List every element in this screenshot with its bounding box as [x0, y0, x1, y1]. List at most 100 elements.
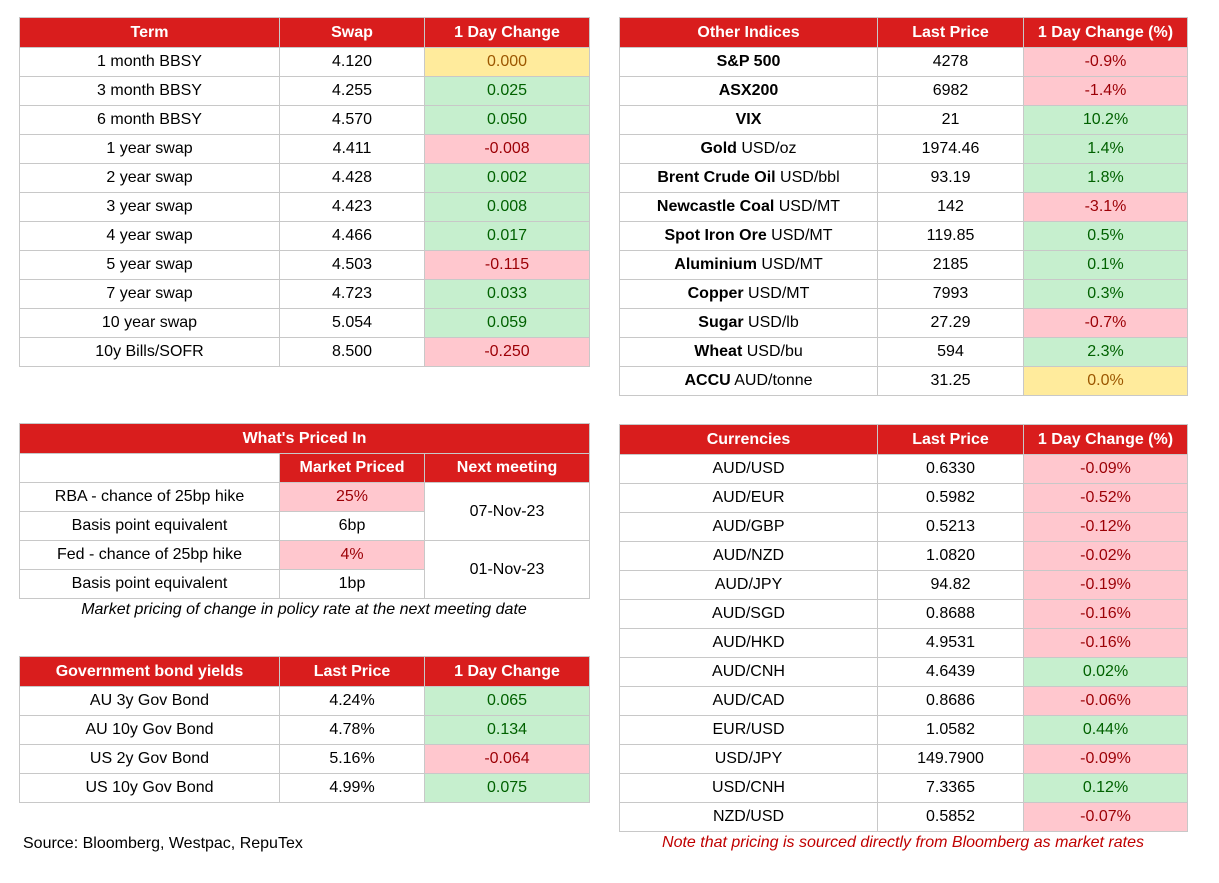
fed-hike-value: 4% [279, 540, 425, 570]
table-row: NZD/USD 0.5852 -0.07% [619, 802, 1188, 832]
header-swap: Swap [279, 17, 425, 48]
table-row: 6 month BBSY 4.570 0.050 [19, 105, 590, 135]
index-unit: USD/MT [774, 198, 841, 215]
table-row: AUD/HKD 4.9531 -0.16% [619, 628, 1188, 658]
swap-change: -0.008 [424, 134, 590, 164]
bond-name: AU 3y Gov Bond [19, 686, 280, 716]
swap-change: 0.008 [424, 192, 590, 222]
table-row: US 2y Gov Bond 5.16% -0.064 [19, 744, 590, 774]
index-unit: USD/oz [736, 140, 797, 157]
index-name-label: ACCU [684, 372, 731, 389]
currency-change: 0.02% [1023, 657, 1188, 687]
table-row: Brent Crude Oil USD/bbl 93.19 1.8% [619, 163, 1188, 193]
table-row: USD/JPY 149.7900 -0.09% [619, 744, 1188, 774]
swap-change: 0.000 [424, 47, 590, 77]
header-term: Term [19, 17, 280, 48]
index-name: Aluminium USD/MT [619, 250, 878, 280]
currency-pair: USD/CNH [619, 773, 878, 803]
currency-last-price: 0.8688 [877, 599, 1024, 629]
bond-name: US 2y Gov Bond [19, 744, 280, 774]
index-name-label: Spot Iron Ore [664, 227, 767, 244]
other-indices-table: Other Indices Last Price 1 Day Change (%… [619, 17, 1188, 396]
header-next-meeting: Next meeting [424, 453, 590, 483]
currency-last-price: 1.0820 [877, 541, 1024, 571]
priced-in-caption: Market pricing of change in policy rate … [81, 601, 527, 618]
currency-pair: AUD/CAD [619, 686, 878, 716]
index-change: 0.5% [1023, 221, 1188, 251]
table-row: Wheat USD/bu 594 2.3% [619, 337, 1188, 367]
table-row: USD/CNH 7.3365 0.12% [619, 773, 1188, 803]
index-name-label: Brent Crude Oil [657, 169, 776, 186]
table-row: Spot Iron Ore USD/MT 119.85 0.5% [619, 221, 1188, 251]
swap-value: 4.570 [279, 105, 425, 135]
header-1-day-change: 1 Day Change [424, 17, 590, 48]
table-row: VIX 21 10.2% [619, 105, 1188, 135]
table-row: 7 year swap 4.723 0.033 [19, 279, 590, 309]
table-row: EUR/USD 1.0582 0.44% [619, 715, 1188, 745]
whats-priced-in-table: What's Priced In Market Priced Next meet… [19, 423, 590, 599]
currency-last-price: 0.5213 [877, 512, 1024, 542]
header-bond-last-price: Last Price [279, 656, 425, 687]
swap-table: Term Swap 1 Day Change 1 month BBSY 4.120… [19, 17, 590, 367]
bond-name: US 10y Gov Bond [19, 773, 280, 803]
bond-name: AU 10y Gov Bond [19, 715, 280, 745]
swap-change: -0.115 [424, 250, 590, 280]
index-name-label: ASX200 [718, 82, 779, 99]
table-row: 10y Bills/SOFR 8.500 -0.250 [19, 337, 590, 367]
table-row: 4 year swap 4.466 0.017 [19, 221, 590, 251]
swap-term: 4 year swap [19, 221, 280, 251]
currency-last-price: 1.0582 [877, 715, 1024, 745]
header-fx-1-day-change-pct: 1 Day Change (%) [1023, 424, 1188, 455]
blank-header-cell [19, 453, 280, 483]
currency-pair: USD/JPY [619, 744, 878, 774]
table-row: Aluminium USD/MT 2185 0.1% [619, 250, 1188, 280]
bond-change: 0.134 [424, 715, 590, 745]
index-name-label: S&P 500 [716, 53, 781, 70]
index-name: Spot Iron Ore USD/MT [619, 221, 878, 251]
table-row: 10 year swap 5.054 0.059 [19, 308, 590, 338]
table-row: ACCU AUD/tonne 31.25 0.0% [619, 366, 1188, 396]
swap-value: 5.054 [279, 308, 425, 338]
currency-last-price: 0.5982 [877, 483, 1024, 513]
index-change: 2.3% [1023, 337, 1188, 367]
fed-hike-label: Fed - chance of 25bp hike [19, 540, 280, 570]
index-last-price: 93.19 [877, 163, 1024, 193]
table-row: 2 year swap 4.428 0.002 [19, 163, 590, 193]
swap-value: 4.466 [279, 221, 425, 251]
index-name-label: Wheat [694, 343, 743, 360]
table-row: AU 10y Gov Bond 4.78% 0.134 [19, 715, 590, 745]
header-currencies: Currencies [619, 424, 878, 455]
index-name-label: Copper [687, 285, 744, 302]
header-other-indices: Other Indices [619, 17, 878, 48]
bond-last-price: 4.99% [279, 773, 425, 803]
index-change: 0.1% [1023, 250, 1188, 280]
index-name-label: Gold [700, 140, 737, 157]
table-row: ASX200 6982 -1.4% [619, 76, 1188, 106]
index-name: Sugar USD/lb [619, 308, 878, 338]
swap-value: 4.723 [279, 279, 425, 309]
table-row: AUD/USD 0.6330 -0.09% [619, 454, 1188, 484]
header-bond-1-day-change: 1 Day Change [424, 656, 590, 687]
index-name-label: Sugar [698, 314, 744, 331]
currency-change: -0.16% [1023, 599, 1188, 629]
bond-last-price: 5.16% [279, 744, 425, 774]
fed-bp-value: 1bp [279, 569, 425, 599]
index-change: -1.4% [1023, 76, 1188, 106]
index-change: 0.0% [1023, 366, 1188, 396]
index-last-price: 2185 [877, 250, 1024, 280]
index-name: ACCU AUD/tonne [619, 366, 878, 396]
header-1-day-change-pct: 1 Day Change (%) [1023, 17, 1188, 48]
swap-change: 0.002 [424, 163, 590, 193]
index-change: 10.2% [1023, 105, 1188, 135]
currency-last-price: 4.6439 [877, 657, 1024, 687]
currency-pair: AUD/CNH [619, 657, 878, 687]
currencies-table: Currencies Last Price 1 Day Change (%) A… [619, 424, 1188, 832]
currency-change: -0.06% [1023, 686, 1188, 716]
index-change: -3.1% [1023, 192, 1188, 222]
currency-last-price: 149.7900 [877, 744, 1024, 774]
currency-last-price: 7.3365 [877, 773, 1024, 803]
currency-pair: AUD/SGD [619, 599, 878, 629]
table-row: AUD/CNH 4.6439 0.02% [619, 657, 1188, 687]
table-row: AUD/GBP 0.5213 -0.12% [619, 512, 1188, 542]
swap-term: 3 year swap [19, 192, 280, 222]
